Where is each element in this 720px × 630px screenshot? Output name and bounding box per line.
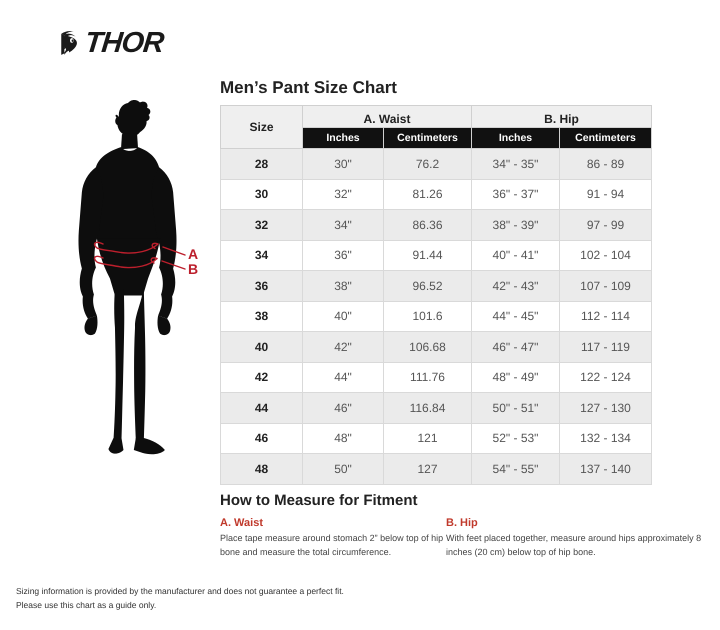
- svg-text:A: A: [188, 246, 198, 262]
- svg-text:B: B: [188, 261, 198, 277]
